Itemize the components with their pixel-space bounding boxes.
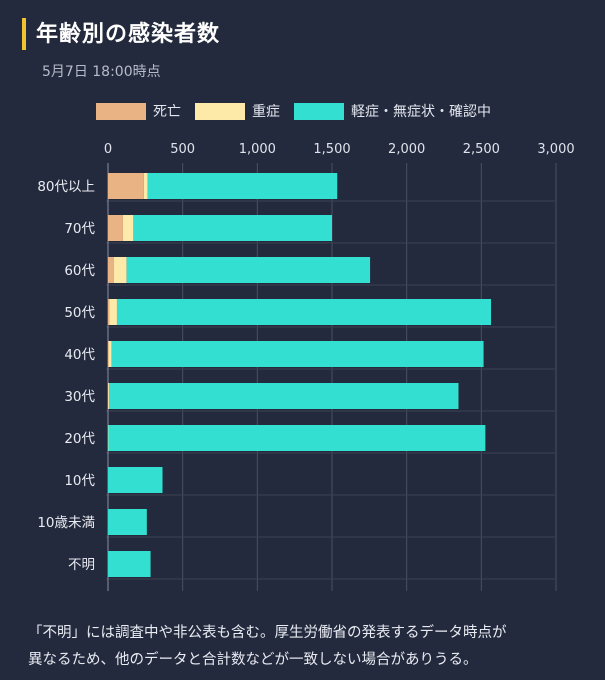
chart-legend: 死亡 重症 軽症・無症状・確認中 [96, 101, 505, 121]
bar-mild[interactable] [108, 425, 486, 451]
legend-label-death: 死亡 [153, 104, 181, 120]
category-label: 60代 [64, 263, 95, 279]
legend-item-mild[interactable]: 軽症・無症状・確認中 [294, 101, 491, 121]
legend-swatch-severe [195, 102, 245, 120]
x-tick-label: 500 [170, 142, 195, 157]
category-label: 10歳未満 [37, 515, 95, 531]
category-label: 80代以上 [37, 179, 95, 195]
bar-mild[interactable] [133, 215, 332, 241]
x-tick-label: 2,500 [463, 142, 500, 157]
bar-severe[interactable] [113, 257, 127, 283]
x-tick-label: 1,000 [239, 142, 276, 157]
footnote-line-1: 「不明」には調査中や非公表も含む。厚生労働省の発表するデータ時点が [28, 625, 507, 641]
bar-severe[interactable] [122, 215, 134, 241]
bar-mild[interactable] [108, 509, 147, 535]
bar-death[interactable] [108, 341, 109, 367]
category-label: 30代 [64, 389, 95, 405]
bar-severe[interactable] [143, 173, 148, 199]
category-label: 10代 [64, 473, 95, 489]
timestamp: 5月7日 18:00時点 [42, 64, 161, 80]
chart-title: 年齢別の感染者数 [36, 22, 221, 47]
bar-death[interactable] [108, 257, 114, 283]
category-label: 20代 [64, 431, 95, 447]
bar-severe[interactable] [109, 299, 117, 325]
footnote: 「不明」には調査中や非公表も含む。厚生労働省の発表するデータ時点が 異なるため、… [28, 620, 588, 674]
x-tick-label: 0 [104, 142, 112, 157]
bar-mild[interactable] [108, 551, 151, 577]
x-tick-label: 2,000 [388, 142, 425, 157]
category-label: 40代 [64, 347, 95, 363]
bar-severe[interactable] [108, 383, 110, 409]
bar-severe[interactable] [108, 341, 112, 367]
category-label: 50代 [64, 305, 95, 321]
legend-label-severe: 重症 [252, 104, 280, 120]
bar-death[interactable] [108, 299, 110, 325]
category-label: 70代 [64, 221, 95, 237]
bar-mild[interactable] [108, 467, 163, 493]
legend-label-mild: 軽症・無症状・確認中 [351, 104, 491, 120]
bar-mild[interactable] [126, 257, 371, 283]
legend-item-severe[interactable]: 重症 [195, 101, 280, 121]
bar-mild[interactable] [116, 299, 492, 325]
bar-mild[interactable] [147, 173, 338, 199]
legend-swatch-mild [294, 102, 344, 120]
bar-mild[interactable] [111, 341, 484, 367]
x-tick-label: 3,000 [537, 142, 574, 157]
bar-death[interactable] [108, 215, 123, 241]
bar-death[interactable] [108, 173, 144, 199]
category-label: 不明 [68, 557, 95, 573]
legend-swatch-death [96, 102, 146, 120]
footnote-line-2: 異なるため、他のデータと合計数などが一致しない場合がありうる。 [28, 652, 478, 668]
title-accent-bar [22, 18, 26, 50]
x-tick-label: 1,500 [313, 142, 350, 157]
legend-item-death[interactable]: 死亡 [96, 101, 181, 121]
bar-mild[interactable] [109, 383, 459, 409]
bar-chart: 0 500 1,000 1,500 2,000 2,500 3,000 80代以上 70代 60代… [37, 142, 575, 591]
